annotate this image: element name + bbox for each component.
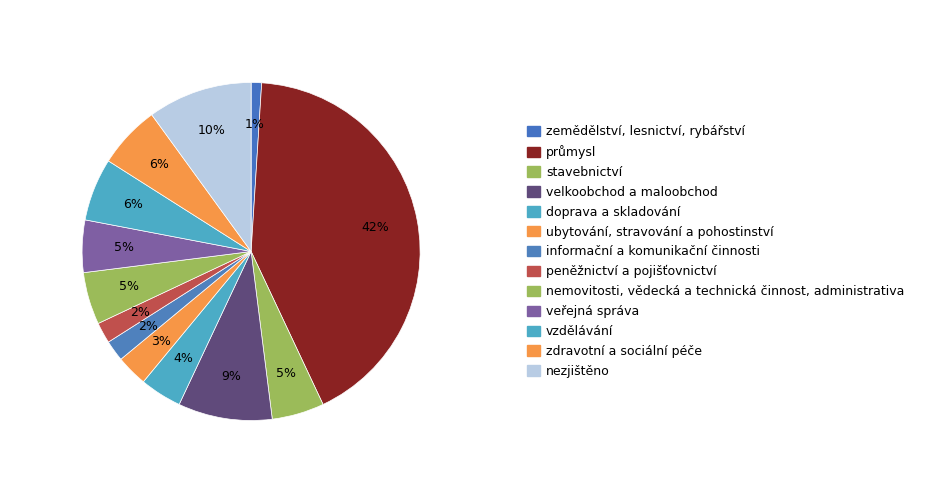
- Wedge shape: [152, 82, 251, 252]
- Text: 6%: 6%: [124, 198, 143, 211]
- Text: 1%: 1%: [246, 118, 265, 131]
- Text: 5%: 5%: [114, 241, 135, 254]
- Text: 3%: 3%: [152, 334, 171, 348]
- Text: 42%: 42%: [362, 221, 390, 234]
- Text: 2%: 2%: [139, 319, 158, 332]
- Wedge shape: [121, 252, 251, 382]
- Wedge shape: [251, 82, 261, 252]
- Text: 5%: 5%: [119, 280, 140, 293]
- Wedge shape: [99, 252, 251, 342]
- Text: 9%: 9%: [221, 370, 241, 383]
- Text: 2%: 2%: [130, 306, 150, 319]
- Wedge shape: [251, 83, 420, 404]
- Legend: zemědělství, lesnictví, rybářství, průmysl, stavebnictví, velkoobchod a maloobch: zemědělství, lesnictví, rybářství, průmy…: [527, 125, 904, 378]
- Wedge shape: [143, 252, 251, 404]
- Wedge shape: [179, 252, 272, 421]
- Wedge shape: [109, 115, 251, 252]
- Text: 10%: 10%: [198, 124, 226, 137]
- Wedge shape: [84, 252, 251, 323]
- Text: 5%: 5%: [276, 367, 297, 380]
- Wedge shape: [82, 220, 251, 273]
- Wedge shape: [251, 252, 323, 419]
- Wedge shape: [109, 252, 251, 359]
- Text: 6%: 6%: [149, 158, 168, 171]
- Text: 4%: 4%: [173, 352, 193, 365]
- Wedge shape: [85, 161, 251, 252]
